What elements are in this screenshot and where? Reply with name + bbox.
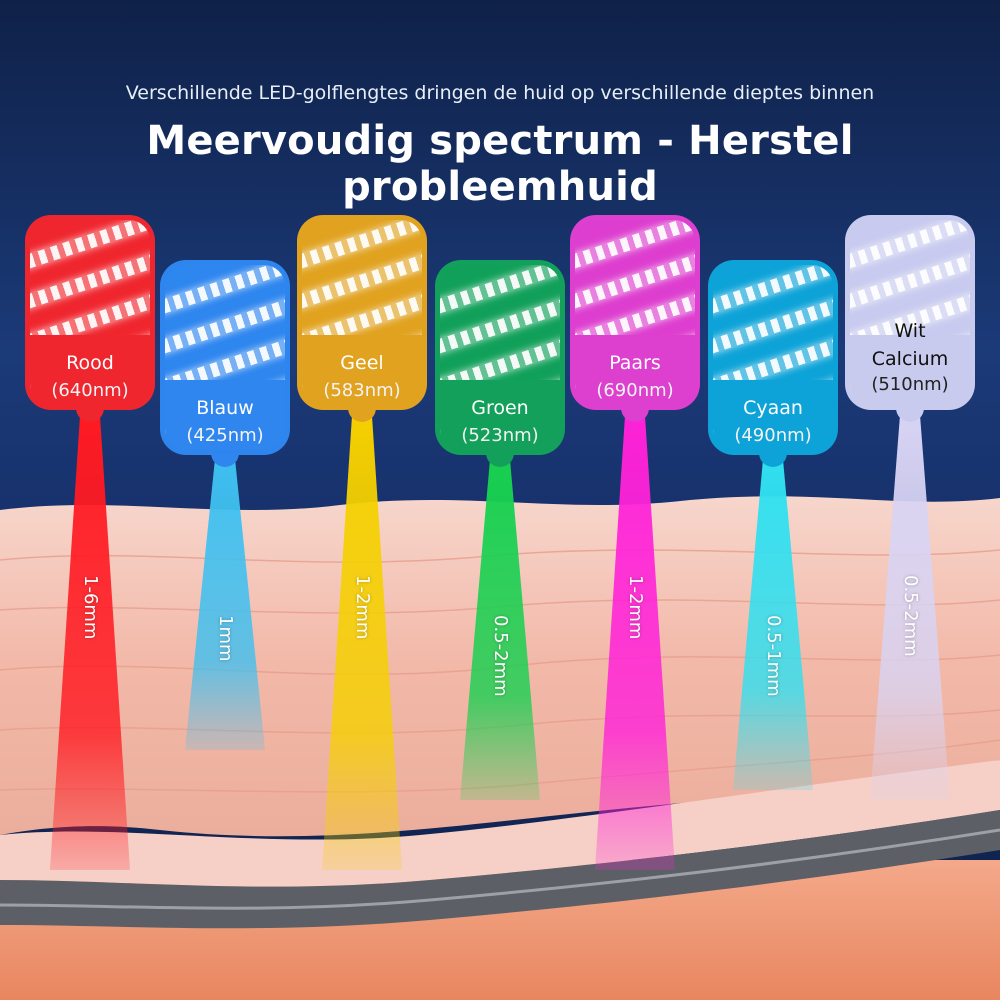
led-strip-image — [30, 220, 150, 393]
light-card-rood: Rood (640nm) — [25, 215, 155, 410]
light-card-geel: Geel (583nm) — [297, 215, 427, 410]
led-strip-image — [713, 265, 833, 438]
penetration-depth-label: 1-2mm — [625, 575, 646, 640]
light-card-paars: Paars (690nm) — [570, 215, 700, 410]
light-name-line2: Calcium — [871, 348, 949, 370]
led-strip-image — [440, 265, 560, 438]
led-strip-image — [850, 220, 970, 393]
light-name: Blauw — [196, 397, 254, 419]
light-name: Groen — [471, 397, 529, 419]
light-wavelength: (510nm) — [871, 374, 949, 395]
light-wavelength: (690nm) — [596, 380, 674, 401]
led-strip-image — [165, 265, 285, 438]
penetration-depth-label: 1-2mm — [352, 575, 373, 640]
light-card-wit: Wit Calcium (510nm) — [845, 215, 975, 410]
light-card-groen: Groen (523nm) — [435, 260, 565, 455]
led-strip-image — [575, 220, 695, 393]
light-name: Rood — [66, 352, 114, 374]
penetration-depth-label: 1mm — [215, 615, 236, 662]
light-name: Paars — [609, 352, 661, 374]
light-name: Geel — [340, 352, 384, 374]
penetration-depth-label: 0.5-1mm — [763, 615, 784, 697]
led-strip-image — [302, 220, 422, 393]
light-wavelength: (425nm) — [186, 425, 264, 446]
penetration-depth-label: 1-6mm — [80, 575, 101, 640]
light-wavelength: (640nm) — [51, 380, 129, 401]
light-name: Cyaan — [743, 397, 803, 419]
light-card-blauw: Blauw (425nm) — [160, 260, 290, 455]
penetration-depth-label: 0.5-2mm — [490, 615, 511, 697]
page-title: Meervoudig spectrum - Herstel probleemhu… — [146, 118, 854, 210]
light-wavelength: (523nm) — [461, 425, 539, 446]
penetration-depth-label: 0.5-2mm — [900, 575, 921, 657]
light-name: Wit — [894, 320, 926, 342]
light-wavelength: (583nm) — [323, 380, 401, 401]
light-wavelength: (490nm) — [734, 425, 812, 446]
subtitle: Verschillende LED-golflengtes dringen de… — [125, 82, 875, 104]
light-card-cyaan: Cyaan (490nm) — [708, 260, 838, 455]
